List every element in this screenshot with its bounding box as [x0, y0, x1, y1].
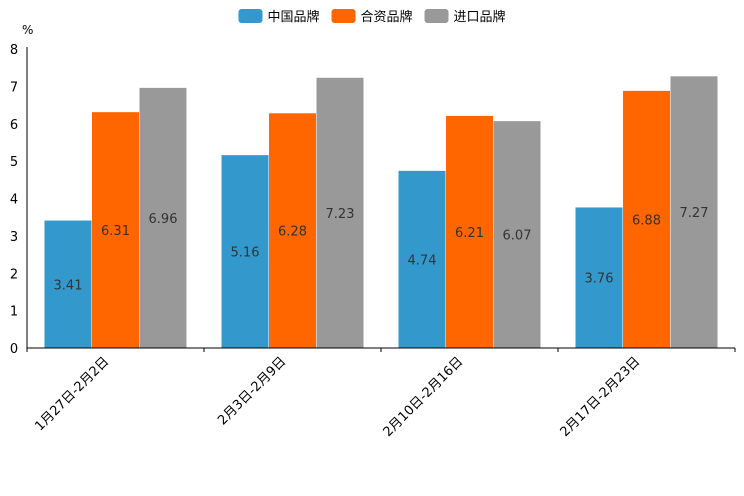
- bar: [92, 112, 139, 348]
- x-category-label: 1月27日-2月2日: [32, 354, 112, 434]
- bar-value-label: 6.21: [455, 226, 484, 241]
- y-axis-unit-label: %: [22, 23, 33, 37]
- bar-value-label: 3.76: [585, 272, 614, 287]
- bar: [316, 77, 364, 348]
- legend-swatch: [238, 9, 263, 23]
- y-tick-label: 1: [10, 305, 18, 320]
- bar: [670, 76, 718, 348]
- x-category-label: 2月3日-2月9日: [215, 354, 289, 428]
- bar: [269, 113, 316, 348]
- legend-label: 进口品牌: [454, 9, 506, 25]
- y-tick-label: 5: [10, 155, 18, 170]
- legend-label: 合资品牌: [360, 9, 412, 25]
- bar-value-label: 6.28: [278, 225, 307, 240]
- data-labels: 3.41 6.31 6.96 5.16 6.28 7.23 4.74 6.21 6.07 3.76…: [54, 206, 709, 293]
- bar: [398, 170, 446, 348]
- bar-value-label: 7.27: [680, 206, 709, 221]
- y-tick-label: 6: [10, 118, 18, 133]
- bar-value-label: 6.88: [632, 213, 661, 228]
- legend: 中国品牌 合资品牌 进口品牌: [238, 9, 506, 25]
- bar-value-label: 6.96: [149, 212, 178, 227]
- bar: [575, 207, 623, 348]
- y-tick-label: 3: [10, 230, 18, 245]
- y-axis: 0 1 2 3 4 5 6 7 8: [10, 43, 28, 357]
- bar-value-label: 6.07: [503, 229, 532, 244]
- bar-value-label: 4.74: [408, 253, 437, 268]
- y-tick-label: 8: [10, 43, 18, 58]
- y-tick-label: 2: [10, 267, 18, 282]
- y-tick-label: 0: [10, 342, 18, 357]
- bar: [493, 121, 541, 348]
- bar-value-label: 5.16: [231, 246, 260, 261]
- bar-value-label: 3.41: [54, 278, 83, 293]
- bar: [44, 220, 92, 348]
- bar: [221, 155, 269, 348]
- legend-swatch: [424, 9, 449, 23]
- bar-value-label: 7.23: [326, 207, 355, 222]
- legend-label: 中国品牌: [267, 9, 319, 25]
- y-tick-label: 7: [10, 80, 18, 95]
- x-category-label: 2月17日-2月23日: [558, 354, 644, 440]
- x-category-label: 2月10日-2月16日: [381, 354, 467, 440]
- bar: [139, 87, 187, 349]
- bars: [44, 76, 718, 349]
- legend-swatch: [331, 9, 356, 23]
- bar: [446, 115, 493, 349]
- y-tick-label: 4: [10, 193, 18, 208]
- bar: [623, 90, 670, 349]
- bar-value-label: 6.31: [101, 224, 130, 239]
- x-axis: 1月27日-2月2日 2月3日-2月9日 2月10日-2月16日 2月17日-2月23…: [26, 347, 736, 440]
